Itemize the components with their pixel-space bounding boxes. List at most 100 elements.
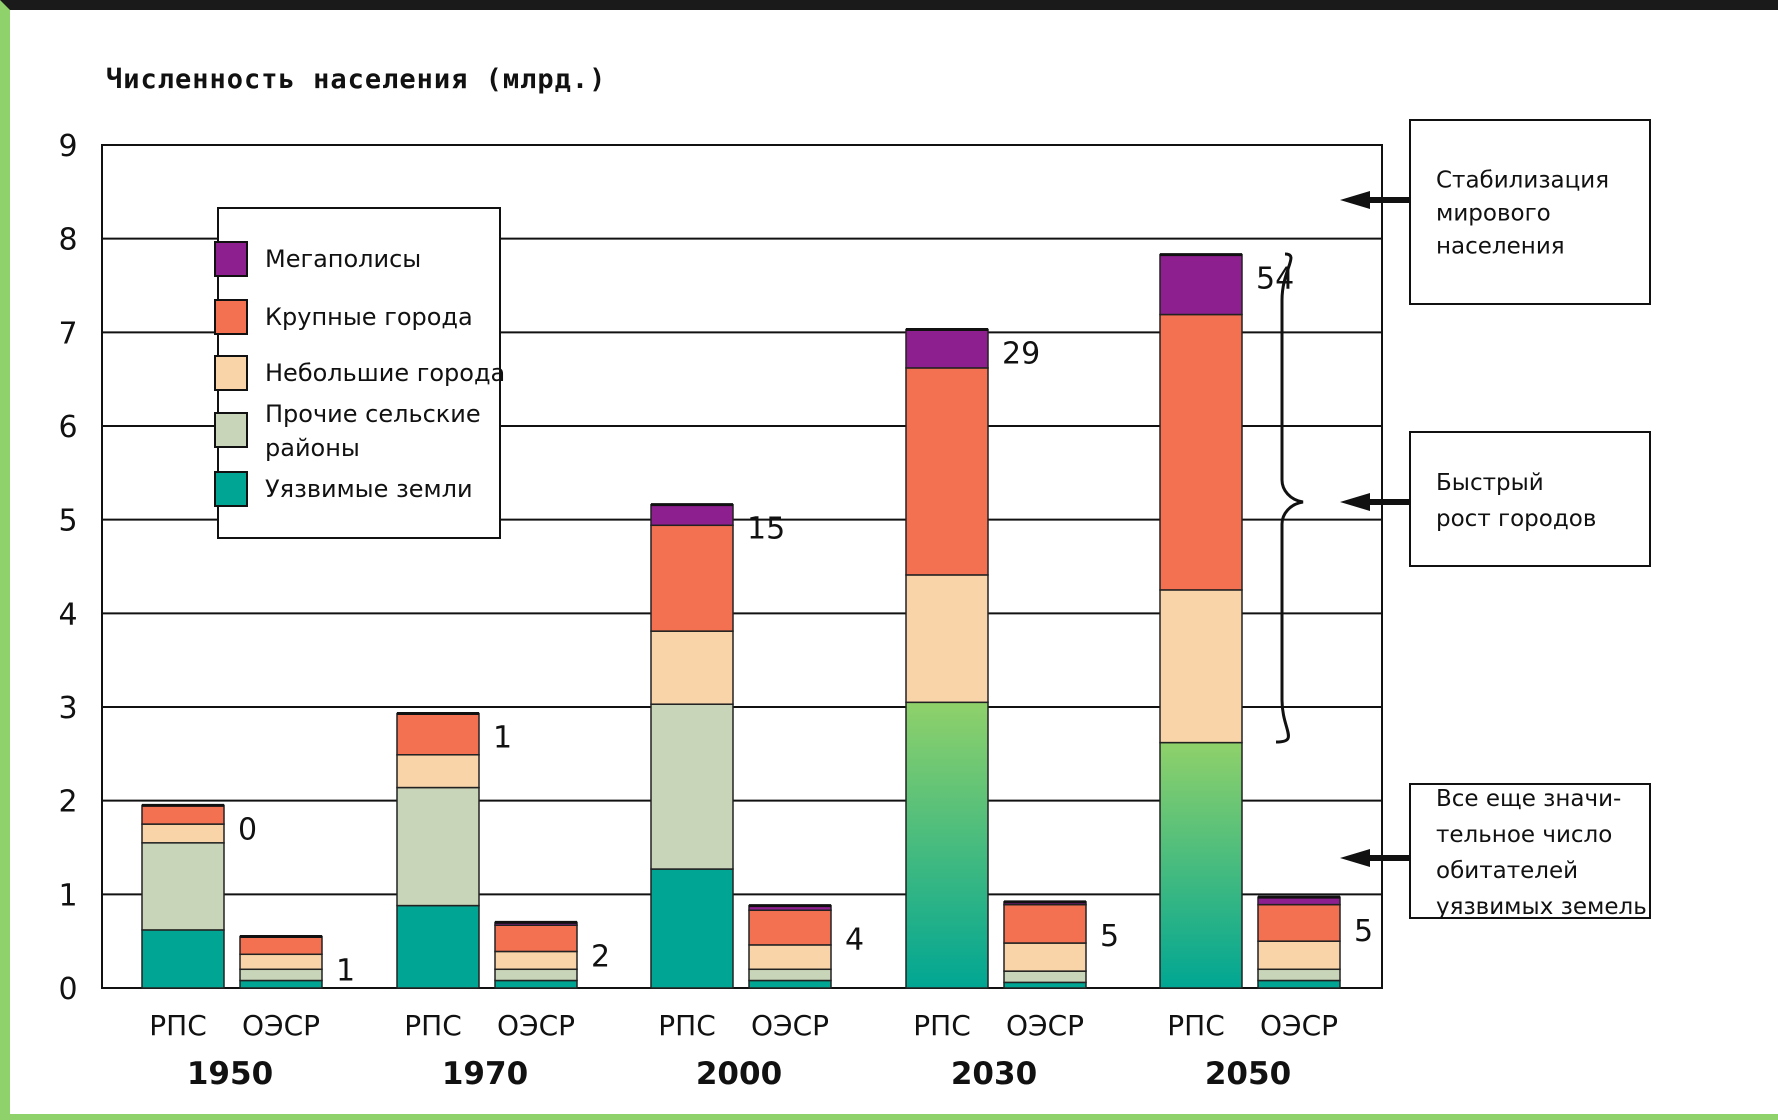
axis-labels: 0 1 2 3 4 5 6 7 8 9 0 РПС 1 ОЭСР 1 РПС 2 ОЭСР 15 РПС 4 ОЭСР 29… <box>58 129 1373 1092</box>
category-label: РПС <box>658 1009 716 1042</box>
bar-segment-4 <box>650 503 734 527</box>
arrow-head-icon <box>1340 849 1370 867</box>
bar-segment-0 <box>1257 979 1341 989</box>
legend-label: районы <box>265 434 360 462</box>
annotation-box <box>1409 431 1651 567</box>
legend-box <box>217 207 501 539</box>
bar-1970-dev <box>396 712 480 989</box>
bar-2050-dev <box>1159 253 1243 989</box>
bar-segment-2 <box>1003 942 1087 972</box>
annotation-stabilization: Стабилизация мирового населения <box>1340 119 1651 305</box>
annotation-text: мирового <box>1436 200 1551 226</box>
bar-segment-2 <box>396 754 480 789</box>
bar-segment-0 <box>396 904 480 989</box>
category-label-bg <box>235 1000 327 1046</box>
bar-segment-3 <box>650 524 734 632</box>
bar-segment-0 <box>650 868 734 989</box>
bar-segment-1 <box>239 968 323 982</box>
annotation-text: Все еще значи- <box>1436 786 1621 812</box>
y-tick-label: 2 <box>58 785 77 820</box>
bar-count-label: 0 <box>238 812 257 847</box>
bar-segment-0 <box>748 979 832 989</box>
category-label: РПС <box>1167 1009 1225 1042</box>
category-label: РПС <box>913 1009 971 1042</box>
legend-swatch <box>214 299 248 335</box>
bar-segment-2 <box>141 823 225 844</box>
bar-segment-0 <box>1003 981 1087 989</box>
bar-segment-2 <box>650 630 734 705</box>
bar-segment-1 <box>1257 968 1341 982</box>
y-tick-label: 3 <box>58 691 77 726</box>
category-label-bg <box>490 1000 582 1046</box>
bar-segment-2 <box>1159 589 1243 744</box>
bar-2000-oecd <box>748 904 832 989</box>
year-label: 1970 <box>442 1056 528 1092</box>
bars <box>141 253 1341 989</box>
chart-title: Численность населения (млрд.) <box>92 46 632 112</box>
chart-title-text: Численность населения (млрд.) <box>106 64 606 95</box>
bar-count-label: 5 <box>1100 919 1119 954</box>
annotation-text: уязвимых земель <box>1436 894 1647 920</box>
annotation-text: обитателей <box>1436 858 1578 884</box>
category-label-bg <box>137 1000 229 1046</box>
bar-2050-oecd <box>1257 895 1341 989</box>
bar-segment-2 <box>905 574 989 704</box>
bar-segment-1 <box>494 968 578 982</box>
bar-1950-oecd <box>239 934 323 989</box>
bar-segment-3 <box>1257 903 1341 942</box>
legend-label: Прочие сельские <box>265 400 481 428</box>
category-label: ОЭСР <box>497 1009 575 1042</box>
bar-segment-0 <box>141 929 225 989</box>
bar-segment-3 <box>1159 313 1243 591</box>
annotation-rapid_growth: Быстрый рост городов <box>1340 431 1651 567</box>
legend-label: Крупные города <box>265 303 473 331</box>
annotation-text: Быстрый <box>1436 470 1544 496</box>
bar-count-label: 29 <box>1002 337 1040 372</box>
bar-segment-0 <box>494 979 578 989</box>
y-tick-label: 8 <box>58 223 77 258</box>
bar-segment-0 <box>905 701 989 989</box>
legend-swatch <box>214 471 248 507</box>
category-label-bg <box>1155 1000 1247 1046</box>
annotation-text: Стабилизация <box>1436 167 1609 193</box>
bar-segment-2 <box>1257 940 1341 971</box>
bar-segment-3 <box>396 712 480 756</box>
arrow-head-icon <box>1340 191 1370 209</box>
y-tick-label: 5 <box>58 504 77 539</box>
legend-label: Небольшие города <box>265 359 505 387</box>
category-label-bg <box>646 1000 738 1046</box>
legend-swatch <box>214 241 248 277</box>
bar-segment-3 <box>748 909 832 946</box>
year-label: 2050 <box>1205 1056 1291 1092</box>
bar-segment-1 <box>650 703 734 870</box>
bar-count-label: 1 <box>493 721 512 756</box>
bar-segment-4 <box>905 328 989 369</box>
y-tick-label: 1 <box>58 878 77 913</box>
y-tick-label: 9 <box>58 129 77 164</box>
annotation-text: рост городов <box>1436 506 1596 532</box>
bar-count-label: 15 <box>747 512 785 547</box>
annotation-vulnerable: Все еще значи-тельное число обитателей уяз… <box>1340 783 1651 920</box>
legend-swatch <box>214 355 248 391</box>
bar-segment-2 <box>494 950 578 971</box>
legend-swatch <box>214 412 248 448</box>
category-label-bg <box>999 1000 1091 1046</box>
bar-segment-3 <box>239 935 323 956</box>
category-label: РПС <box>404 1009 462 1042</box>
bar-1950-dev <box>141 803 225 989</box>
y-tick-label: 7 <box>58 316 77 351</box>
category-label-bg <box>392 1000 484 1046</box>
annotation-text: тельное число <box>1436 822 1612 848</box>
y-tick-label: 0 <box>58 972 77 1007</box>
category-label-bg <box>744 1000 836 1046</box>
bar-count-label: 5 <box>1354 914 1373 949</box>
brace <box>1275 252 1304 744</box>
bar-segment-3 <box>141 804 225 825</box>
bar-count-label: 2 <box>591 939 610 974</box>
bar-segment-2 <box>748 944 832 971</box>
category-label: ОЭСР <box>1006 1009 1084 1042</box>
bar-segment-1 <box>396 786 480 907</box>
annotation-text: населения <box>1436 233 1565 259</box>
bar-2030-dev <box>905 328 989 989</box>
bar-segment-0 <box>239 979 323 989</box>
